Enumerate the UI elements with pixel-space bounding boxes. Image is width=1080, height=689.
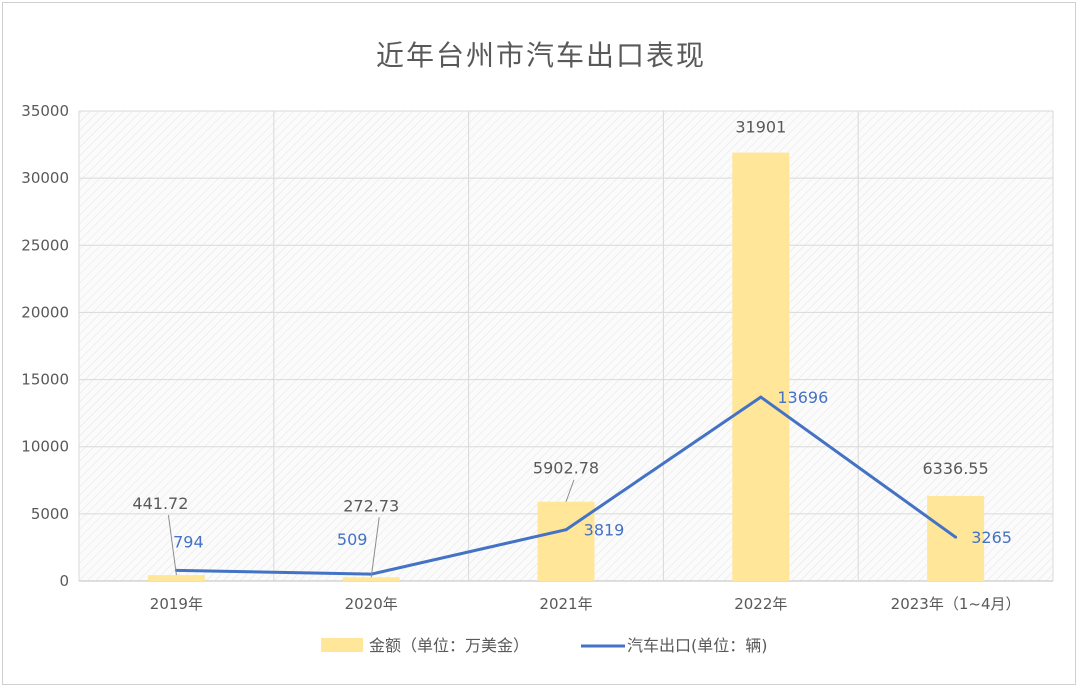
bar-label-leader — [167, 515, 177, 576]
bar-label-leader — [565, 479, 575, 502]
x-tick-label: 2021年 — [539, 595, 592, 613]
y-axis-ticks: 0 5000 10000 15000 20000 25000 30000 35000 — [21, 102, 69, 590]
line-point-5 — [954, 535, 958, 539]
x-tick-label: 2022年 — [734, 595, 787, 613]
bar-3 — [537, 501, 595, 581]
line-label-3: 3819 — [584, 521, 625, 540]
line-point-3 — [564, 528, 568, 532]
line-label-2: 509 — [337, 530, 368, 549]
data-labels: 441.72 272.73 5902.78 31901 6336.55 794 509 381… — [132, 118, 1012, 578]
legend-swatch-bars — [321, 638, 363, 652]
line-label-4: 13696 — [777, 388, 828, 407]
bar-1 — [147, 575, 205, 581]
y-tick-label: 35000 — [21, 102, 69, 120]
chart-svg: 近年台州市汽车出口表现 0 5000 10000 15000 20000 25000 300… — [21, 39, 1054, 655]
x-axis-ticks: 2019年 2020年 2021年 2022年 2023年（1~4月） — [150, 595, 1021, 613]
y-tick-label: 10000 — [21, 438, 69, 456]
line-label-1: 794 — [173, 532, 204, 551]
legend-label-bars: 金额（单位：万美金） — [369, 636, 529, 655]
y-tick-label: 20000 — [21, 303, 69, 321]
x-tick-label: 2023年（1~4月） — [891, 595, 1021, 613]
y-tick-label: 0 — [59, 572, 69, 590]
bar-label-3: 5902.78 — [533, 459, 599, 478]
bar-label-4: 31901 — [735, 118, 786, 137]
y-tick-label: 5000 — [31, 505, 69, 523]
y-tick-label: 25000 — [21, 236, 69, 254]
chart-title: 近年台州市汽车出口表现 — [376, 39, 706, 72]
bar-4 — [732, 152, 790, 581]
legend: 金额（单位：万美金） 汽车出口(单位：辆) — [321, 636, 768, 655]
y-tick-label: 30000 — [21, 169, 69, 187]
line-point-4 — [759, 395, 763, 399]
legend-label-line: 汽车出口(单位：辆) — [627, 636, 768, 655]
bar-label-5: 6336.55 — [923, 459, 989, 478]
bar-label-leader — [370, 517, 380, 578]
bar-label-1: 441.72 — [132, 494, 188, 513]
bar-series — [147, 152, 985, 581]
y-tick-label: 15000 — [21, 371, 69, 389]
x-tick-label: 2019年 — [150, 595, 203, 613]
line-label-5: 3265 — [971, 528, 1012, 547]
bar-label-2: 272.73 — [343, 496, 399, 515]
bar-2 — [342, 577, 400, 581]
x-tick-label: 2020年 — [345, 595, 398, 613]
